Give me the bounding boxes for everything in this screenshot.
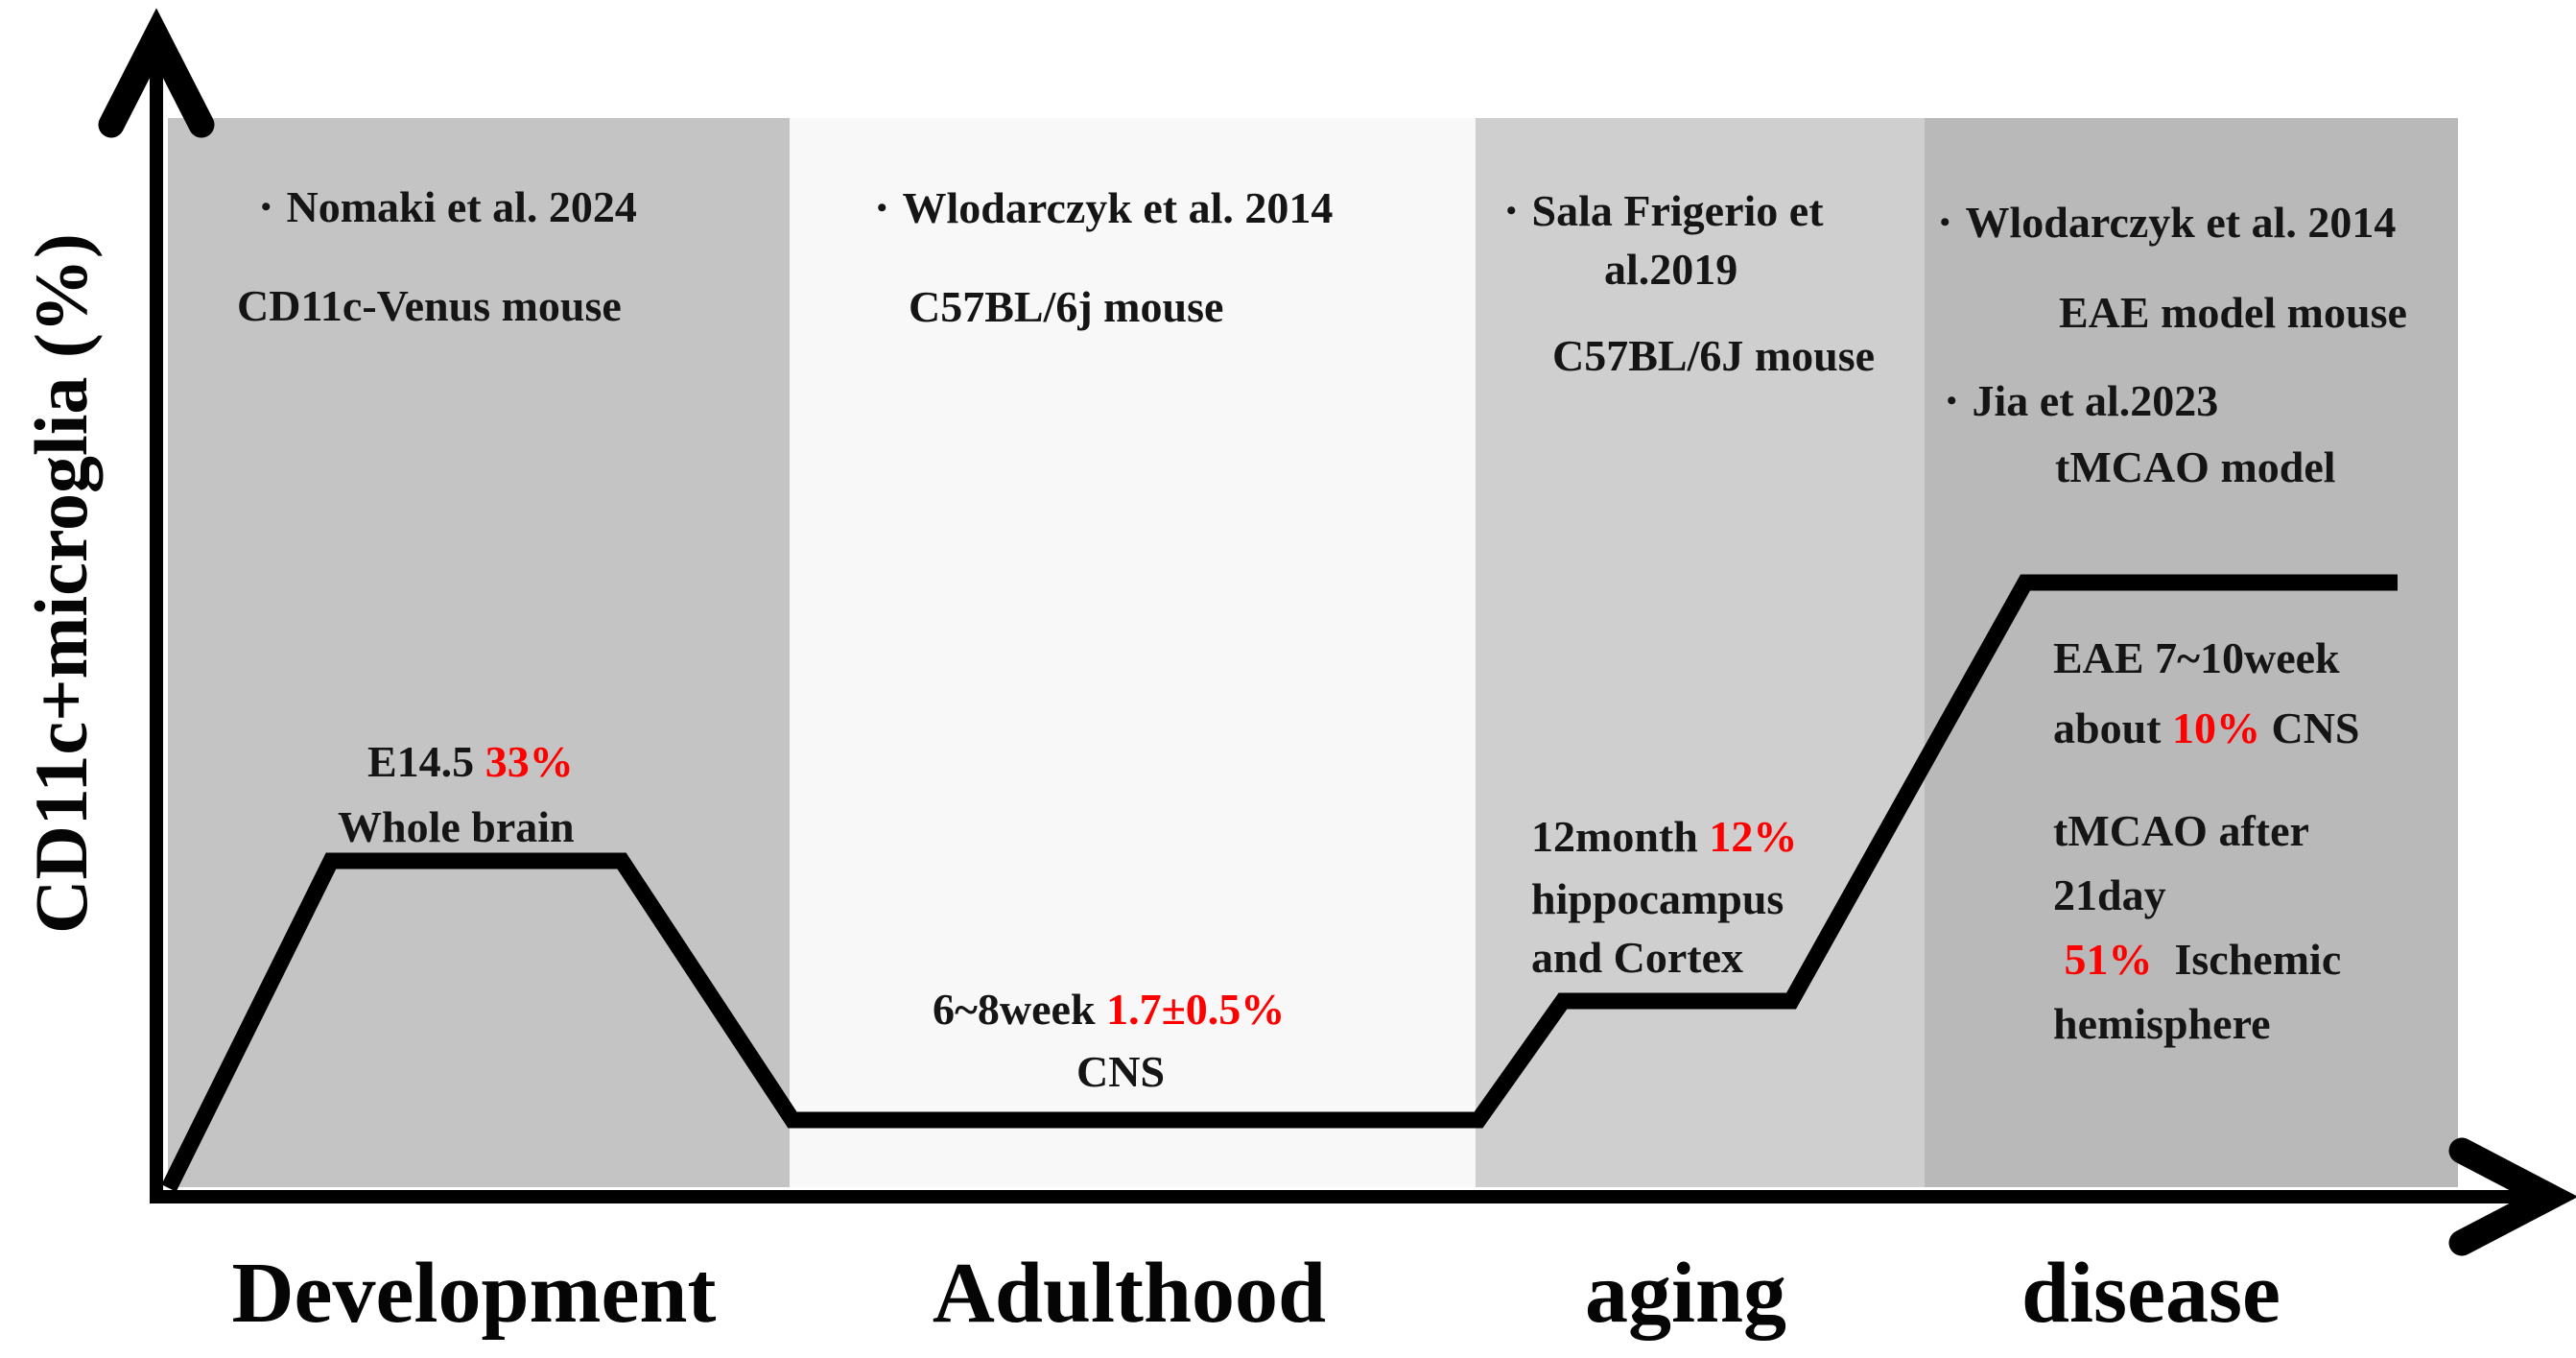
disease-tmcao-annotation-line2: 21day [2053, 870, 2166, 919]
development-percent-value: 33% [484, 737, 574, 786]
x-axis-arrow-icon [2448, 1137, 2576, 1256]
development-citation-source: Nomaki et al. 2024 [286, 182, 637, 231]
x-axis-label-adulthood: Adulthood [932, 1246, 1327, 1341]
disease-tmcao-percent-value: 51% [2053, 935, 2153, 984]
disease-citation-tmcao-line1: • Jia et al.2023 [1947, 376, 2218, 426]
bullet-icon: • [877, 192, 887, 224]
aging-percent-value: 12% [1709, 812, 1798, 861]
bullet-icon: • [261, 191, 272, 223]
adulthood-annotation-value: 6~8week 1.7±0.5% [933, 985, 1285, 1035]
aging-annotation-tissue-line1: hippocampus [1531, 874, 1784, 923]
adulthood-citation-line1: • Wlodarczyk et al. 2014 [877, 183, 1333, 233]
aging-citation-line2: al.2019 [1604, 245, 1738, 294]
x-axis-label-aging: aging [1584, 1246, 1787, 1341]
disease-citation-eae-source: Wlodarczyk et al. 2014 [1965, 198, 2397, 247]
bullet-icon: • [1506, 195, 1517, 226]
disease-citation-tmcao-source: Jia et al.2023 [1972, 376, 2219, 425]
band-development [168, 118, 790, 1187]
adulthood-citation-source: Wlodarczyk et al. 2014 [902, 183, 1334, 232]
disease-eae-annotation-line2: about 10% CNS [2053, 703, 2360, 753]
y-axis-label: CD11c+microglia (%) [19, 233, 103, 934]
aging-annotation-value: 12month 12% [1531, 812, 1797, 862]
bullet-icon: • [1947, 385, 1957, 417]
aging-annotation-tissue-line2: and Cortex [1531, 933, 1744, 982]
disease-tmcao-annotation-line3: 51% Ischemic [2053, 935, 2342, 985]
aging-citation-line3: C57BL/6J mouse [1552, 331, 1876, 380]
development-age-label: E14.5 [367, 737, 485, 786]
x-axis-label-development: Development [231, 1246, 717, 1341]
x-axis-label-disease: disease [2021, 1246, 2281, 1341]
aging-citation-line1: • Sala Frigerio et [1506, 186, 1824, 236]
disease-eae-tissue: CNS [2259, 703, 2360, 752]
band-adulthood [790, 118, 1476, 1187]
disease-citation-eae-line2: EAE model mouse [2059, 288, 2407, 337]
adulthood-age-label: 6~8week [933, 985, 1107, 1034]
disease-tmcao-annotation-line1: tMCAO after [2053, 806, 2309, 855]
microglia-trend-line [161, 574, 2398, 1192]
y-axis-arrow-icon [98, 8, 215, 138]
bullet-icon: • [1940, 206, 1950, 238]
development-citation-line1: • Nomaki et al. 2024 [261, 182, 637, 232]
band-disease [1925, 118, 2458, 1187]
adulthood-annotation-tissue: CNS [1076, 1047, 1166, 1096]
disease-tmcao-tissue: Ischemic [2152, 935, 2342, 984]
disease-tmcao-annotation-line4: hemisphere [2053, 999, 2271, 1048]
aging-age-label: 12month [1531, 812, 1710, 861]
disease-citation-tmcao-line2: tMCAO model [2055, 442, 2336, 491]
aging-citation-source: Sala Frigerio et [1531, 186, 1824, 235]
disease-eae-percent-value: 10% [2171, 703, 2260, 752]
disease-eae-annotation-line1: EAE 7~10week [2053, 633, 2340, 682]
development-annotation-tissue: Whole brain [338, 802, 575, 851]
adulthood-citation-line2: C57BL/6j mouse [909, 282, 1224, 331]
development-citation-line2: CD11c-Venus mouse [237, 281, 622, 330]
disease-eae-qualifier: about [2053, 703, 2172, 752]
development-annotation-value: E14.5 33% [367, 737, 574, 787]
adulthood-percent-value: 1.7±0.5% [1106, 985, 1286, 1034]
disease-citation-eae-line1: • Wlodarczyk et al. 2014 [1940, 198, 2396, 248]
